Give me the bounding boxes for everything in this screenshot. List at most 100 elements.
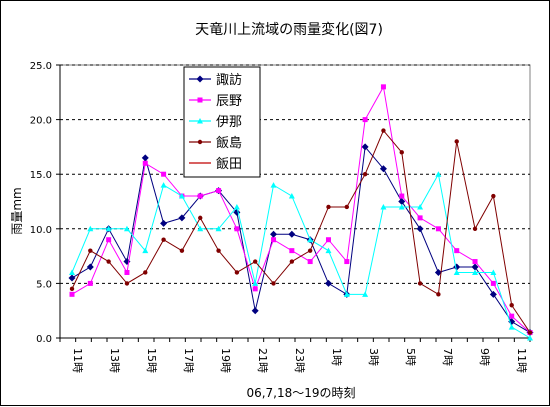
- data-point: [380, 84, 386, 90]
- data-point: [69, 286, 75, 292]
- data-point: [454, 248, 460, 254]
- y-tick-label: 20.0: [30, 116, 52, 127]
- data-point: [434, 268, 442, 276]
- data-point: [270, 230, 278, 238]
- data-point: [142, 247, 149, 254]
- data-point: [489, 290, 497, 298]
- data-point: [527, 330, 533, 335]
- legend-label: 辰野: [216, 94, 242, 109]
- data-point: [472, 269, 479, 275]
- x-tick-label: 3時: [367, 348, 380, 366]
- y-tick-label: 25.0: [30, 61, 52, 72]
- data-point: [362, 117, 368, 123]
- data-point: [88, 248, 93, 253]
- data-point: [198, 215, 203, 221]
- data-point: [362, 172, 368, 177]
- data-point: [454, 139, 459, 144]
- data-point: [124, 269, 130, 275]
- x-tick-label: 13時: [108, 348, 121, 373]
- x-tick-label: 11時: [515, 348, 528, 373]
- data-point: [271, 237, 277, 243]
- data-point: [398, 198, 406, 205]
- data-point: [197, 193, 203, 199]
- data-point: [344, 204, 349, 210]
- plot-area: 0.0 5.0 10.0 15.0 20.0 25.0 11時 13時 15時 17時 19時 21時…: [30, 61, 534, 373]
- data-point: [453, 263, 461, 271]
- data-point: [307, 259, 313, 265]
- data-point: [215, 225, 222, 232]
- data-point: [471, 263, 479, 271]
- series-line: [71, 129, 531, 333]
- data-point: [307, 236, 314, 243]
- x-tick-label: 19時: [219, 348, 232, 373]
- data-point: [324, 279, 332, 287]
- data-point: [417, 281, 423, 286]
- data-point: [399, 150, 404, 155]
- data-point: [160, 182, 167, 188]
- x-tick-label: 1時: [330, 348, 343, 366]
- data-point: [380, 203, 387, 210]
- data-point: [508, 324, 515, 330]
- x-tick-label: 5時: [404, 348, 417, 366]
- data-point: [252, 280, 259, 286]
- x-axis-label: 06,7,18〜19の時刻: [246, 386, 355, 400]
- data-point: [105, 225, 112, 232]
- data-point: [325, 247, 332, 254]
- data-point: [399, 193, 405, 199]
- data-point: [179, 248, 185, 253]
- data-point: [106, 237, 112, 243]
- data-point: [362, 291, 369, 297]
- data-point: [453, 269, 460, 275]
- data-point: [87, 280, 93, 286]
- data-point: [251, 307, 259, 315]
- data-point: [68, 274, 76, 282]
- x-tick-label: 23時: [293, 348, 306, 373]
- data-point: [472, 226, 478, 231]
- data-point: [252, 286, 258, 292]
- data-point: [307, 248, 313, 253]
- data-point: [417, 215, 423, 221]
- data-point: [216, 248, 221, 253]
- data-point: [142, 160, 148, 166]
- data-point: [178, 193, 185, 199]
- data-point: [435, 171, 442, 177]
- x-tick-label: 17時: [182, 348, 195, 373]
- data-point: [69, 291, 75, 297]
- data-point: [234, 226, 240, 232]
- data-point: [417, 203, 424, 210]
- x-tick-label: 15時: [145, 348, 158, 373]
- data-point: [398, 203, 405, 210]
- data-point: [289, 248, 295, 254]
- data-point: [472, 259, 478, 265]
- chart-title: 天竜川上流域の雨量変化(図7): [195, 21, 383, 38]
- legend-label: 諏訪: [216, 72, 242, 88]
- data-point: [490, 269, 497, 275]
- data-point: [527, 335, 533, 341]
- plot-border: [59, 64, 531, 339]
- data-point: [143, 270, 148, 275]
- data-point: [381, 128, 386, 133]
- data-point: [343, 291, 350, 297]
- data-point: [87, 225, 94, 232]
- data-point: [435, 226, 441, 232]
- data-point: [141, 154, 149, 162]
- data-point: [288, 230, 296, 238]
- data-point: [491, 193, 496, 199]
- legend-marker: [196, 75, 204, 83]
- data-point: [361, 143, 369, 151]
- legend-marker: [197, 139, 203, 145]
- y-tick-label: 15.0: [30, 170, 52, 181]
- data-point: [123, 225, 130, 232]
- y-axis-label: 雨量mm: [10, 187, 24, 234]
- data-point: [490, 280, 496, 286]
- data-point: [106, 259, 111, 264]
- data-point: [436, 292, 441, 297]
- data-point: [234, 270, 240, 275]
- data-point: [161, 237, 166, 242]
- y-tick-label: 10.0: [30, 225, 52, 236]
- x-tick-label: 11時: [71, 348, 84, 373]
- data-point: [271, 281, 276, 286]
- data-point: [160, 219, 168, 227]
